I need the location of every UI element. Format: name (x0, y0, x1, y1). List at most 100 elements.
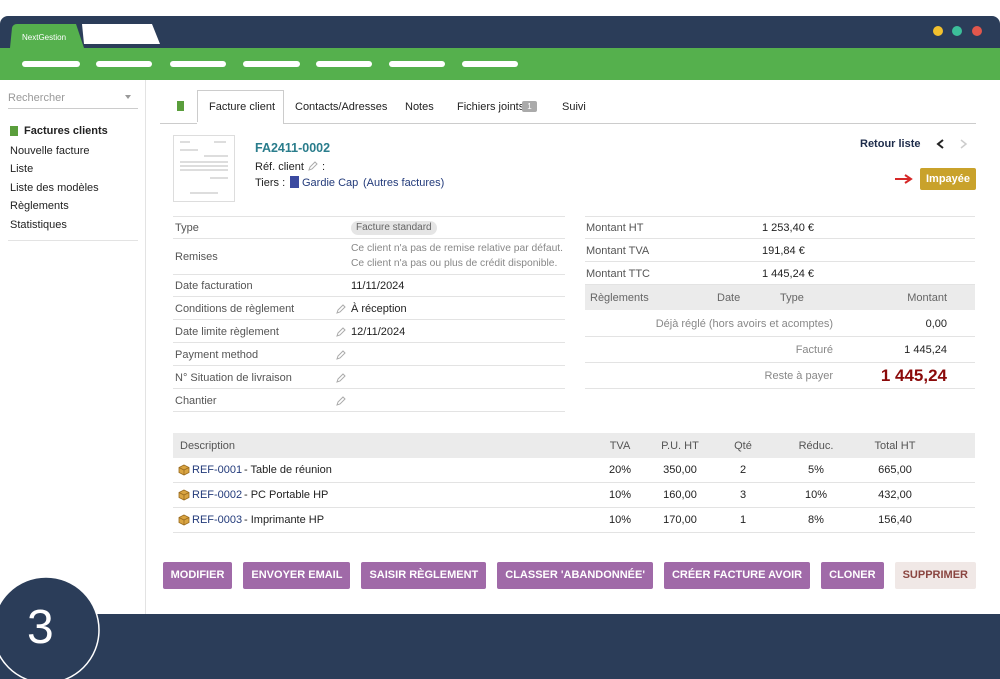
lines-column: P.U. HT (661, 440, 699, 452)
detail-value: 11/11/2024 (351, 280, 405, 292)
amount-value: 191,84 € (762, 245, 805, 257)
app-tab[interactable] (10, 24, 84, 48)
detail-label: Chantier (175, 394, 217, 407)
action-button[interactable]: SUPPRIMER (894, 562, 976, 589)
prev-arrow[interactable] (936, 139, 944, 149)
tiers-note[interactable]: (Autres factures) (363, 177, 445, 189)
lines-column: Description (180, 440, 236, 452)
product-icon (178, 464, 190, 476)
payments-column: Règlements (590, 292, 649, 304)
pencil-icon-svg (308, 161, 318, 171)
thumbnail-lines (180, 141, 228, 194)
payment-label: Facturé (795, 344, 833, 356)
pencil-icon (335, 349, 347, 361)
company-icon (290, 176, 299, 188)
line-pu: 160,00 (663, 489, 697, 501)
line-tva: 20% (608, 464, 632, 476)
action-button[interactable]: CRÉER FACTURE AVOIR (663, 562, 811, 589)
payment-label: Reste à payer (764, 370, 833, 382)
details-row (173, 297, 565, 320)
search-input[interactable]: Rechercher (8, 92, 65, 104)
step-number: 3 (27, 601, 54, 654)
tiers-label: Tiers : (255, 177, 286, 189)
status-badge: Impayée (920, 168, 976, 190)
menu-item[interactable]: Liste des modèles (10, 182, 99, 194)
button-bar: MODIFIER ENVOYER EMAIL SAISIR RÈGLEMENT CLA… (162, 562, 976, 589)
menu-item[interactable]: Nouvelle facture (10, 145, 90, 157)
product-ref[interactable]: REF-0001 (192, 464, 243, 476)
action-button[interactable]: MODIFIER (162, 562, 233, 589)
amount-value: 1 445,24 € (762, 268, 814, 280)
tab[interactable]: Suivi (562, 101, 586, 113)
tab[interactable]: Contacts/Adresses (295, 101, 388, 113)
product-icon-svg (178, 489, 190, 501)
payments-column: Type (780, 292, 804, 304)
line-pu: 170,00 (663, 514, 697, 526)
step-circle (0, 576, 100, 679)
invoice-icon (177, 101, 184, 111)
amounts-top-border (585, 216, 975, 217)
product-icon-svg (178, 514, 190, 526)
tiers-name[interactable]: Gardie Cap (302, 177, 359, 189)
line-row (173, 483, 975, 508)
tab[interactable]: Fichiers joints (457, 101, 525, 113)
payment-row (585, 311, 975, 337)
line-total: 665,00 (878, 464, 912, 476)
pencil-icon (307, 160, 319, 172)
line-qty: 3 (739, 489, 747, 501)
pencil-icon (335, 303, 347, 315)
detail-label: Conditions de règlement (175, 302, 295, 315)
menu-item[interactable]: Liste (10, 163, 34, 175)
bottom-bar (0, 614, 1000, 679)
action-button[interactable]: CLONER (821, 562, 884, 589)
detail-note: Ce client n'a pas de remise relative par… (351, 243, 564, 254)
remaining-amount: 1 445,24 (880, 366, 947, 385)
payment-amount: 0,00 (925, 318, 947, 330)
menu-item[interactable]: Règlements (10, 200, 69, 212)
detail-label: Date limite règlement (175, 325, 279, 338)
menu-item[interactable]: Factures clients (24, 125, 108, 137)
action-button[interactable]: ENVOYER EMAIL (243, 562, 351, 589)
dot (972, 26, 982, 36)
product-icon (178, 514, 190, 526)
amount-row (585, 262, 975, 285)
lines-column: Réduc. (798, 440, 834, 452)
amount-label: Montant TTC (586, 268, 650, 280)
pencil-icon-svg (336, 395, 346, 406)
back-link[interactable]: Retour liste (860, 138, 921, 150)
amount-value: 1 253,40 € (762, 222, 814, 234)
payments-column: Date (717, 292, 741, 304)
line-reduc: 8% (808, 514, 824, 526)
details-row (173, 343, 565, 366)
tab[interactable]: Facture client (209, 101, 276, 113)
active-tab-gap (197, 122, 283, 125)
dot (952, 26, 962, 36)
detail-label: N° Situation de livraison (175, 371, 292, 384)
details-row (173, 366, 565, 389)
product-ref[interactable]: REF-0003 (192, 514, 243, 526)
action-button[interactable]: CLASSER 'ABANDONNÉE' (497, 562, 653, 589)
tab[interactable]: Notes (405, 101, 434, 113)
top-bar (0, 16, 1000, 56)
product-label: - Table de réunion (244, 464, 332, 476)
line-tva: 10% (608, 514, 632, 526)
next-arrow[interactable] (960, 139, 968, 149)
line-total: 156,40 (878, 514, 912, 526)
payments-column: Montant (907, 292, 947, 304)
detail-label: Date facturation (175, 280, 253, 292)
amount-row (585, 239, 975, 262)
details-row (173, 320, 565, 343)
detail-value: À réception (351, 302, 407, 315)
thumbnail[interactable] (173, 135, 235, 202)
details-top-border (173, 216, 565, 217)
menu-item[interactable]: Statistiques (10, 219, 67, 231)
line-row (173, 458, 975, 483)
lines-column: Qté (734, 440, 752, 452)
blank-tab[interactable] (82, 24, 160, 44)
product-ref[interactable]: REF-0002 (192, 489, 243, 501)
action-button[interactable]: SAISIR RÈGLEMENT (361, 562, 487, 589)
pencil-icon (335, 395, 347, 407)
detail-label: Remises (175, 251, 218, 263)
pencil-icon (335, 372, 347, 384)
